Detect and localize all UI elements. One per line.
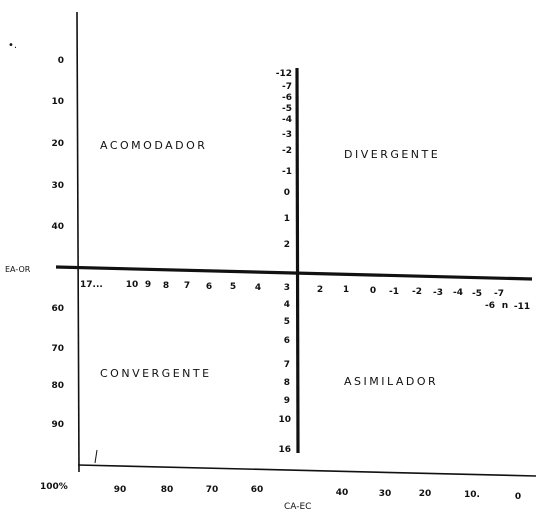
vertical-value: 3 — [284, 283, 290, 293]
vertical-value: -3 — [282, 130, 292, 140]
vertical-value: 4 — [284, 300, 290, 310]
bottom-tick: 10. — [464, 490, 480, 500]
bottom-tick: 70 — [206, 485, 219, 495]
corner-mark: •. — [8, 40, 17, 51]
vertical-value: 10 — [278, 415, 291, 425]
vertical-value: -12 — [276, 69, 292, 79]
horizontal-value: -1 — [389, 287, 399, 297]
vertical-value: 8 — [284, 378, 290, 388]
vertical-value: 16 — [278, 445, 291, 455]
left-tick: 80 — [51, 381, 64, 391]
left-tick: 90 — [51, 420, 64, 430]
bottom-axis-line — [77, 464, 537, 477]
horizontal-value: 2 — [317, 285, 323, 295]
bottom-tick: 0 — [515, 492, 521, 502]
quadrant-convergente: CONVERGENTE — [100, 367, 212, 380]
vertical-value: -4 — [282, 115, 292, 125]
left-tick: 0 — [58, 56, 64, 66]
horizontal-value: -4 — [453, 288, 463, 298]
left-axis-line — [76, 11, 80, 473]
vertical-value: -2 — [282, 146, 292, 156]
left-tick: 10 — [51, 97, 64, 107]
vertical-value: -7 — [282, 82, 292, 92]
bottom-tick: 60 — [251, 485, 264, 495]
left-tick: 30 — [51, 181, 64, 191]
horizontal-value: -7 — [494, 289, 504, 299]
vertical-value: -6 — [282, 93, 292, 103]
bottom-axis-label: CA-EC — [284, 502, 311, 512]
vertical-value: 2 — [284, 240, 290, 250]
left-tick: 20 — [51, 139, 64, 149]
quadrant-divergente: DIVERGENTE — [344, 148, 440, 161]
vertical-value: -5 — [282, 104, 292, 114]
bottom-tick: 30 — [379, 489, 392, 499]
horizontal-value: 10 — [126, 280, 139, 290]
horizontal-value: -5 — [472, 289, 482, 299]
vertical-value: 7 — [284, 360, 290, 370]
horizontal-center-line — [55, 265, 533, 281]
horizontal-value: -11 — [514, 302, 530, 312]
vertical-value: 6 — [284, 336, 290, 346]
bottom-tick: 80 — [161, 485, 174, 495]
horizontal-value: -3 — [433, 288, 443, 298]
horizontal-value: -6 — [485, 301, 495, 311]
horizontal-value: 0 — [370, 286, 376, 296]
horizontal-value: 6 — [206, 282, 212, 292]
bottom-tick: 100% — [40, 482, 68, 492]
left-tick: 60 — [51, 304, 64, 314]
vertical-value: 5 — [284, 317, 290, 327]
horizontal-value: 8 — [163, 281, 169, 291]
horizontal-value: 7 — [184, 281, 190, 291]
vertical-value: -1 — [282, 167, 292, 177]
bottom-tick: 90 — [114, 485, 127, 495]
horizontal-line-values: 17... 10 9 8 7 6 5 4 2 1 0 -1 -2 -3 -4 -… — [80, 280, 530, 312]
left-axis-label: EA-OR — [5, 265, 31, 274]
horizontal-value: -2 — [412, 287, 422, 297]
horizontal-value: 9 — [145, 280, 151, 290]
left-tick: 40 — [51, 222, 64, 232]
vertical-line-values: -12 -7 -6 -5 -4 -3 -2 -1 0 1 2 3 4 5 6 7… — [276, 69, 292, 455]
horizontal-value: n — [502, 301, 508, 311]
bottom-tick: 20 — [419, 489, 432, 499]
horizontal-value: 17... — [80, 280, 103, 290]
quadrant-acomodador: ACOMODADOR — [100, 139, 207, 152]
bottom-axis-ticks: 100% 90 80 70 60 40 30 20 10. 0 — [40, 482, 521, 502]
vertical-value: 9 — [284, 396, 290, 406]
hand-mark — [94, 449, 98, 464]
horizontal-value: 5 — [230, 282, 236, 292]
left-tick: 70 — [51, 344, 64, 354]
vertical-center-line — [295, 67, 300, 454]
quadrant-asimilador: ASIMILADOR — [344, 375, 438, 388]
bottom-tick: 40 — [336, 488, 349, 498]
horizontal-value: 4 — [255, 283, 261, 293]
horizontal-value: 1 — [343, 285, 349, 295]
vertical-value: 1 — [284, 214, 290, 224]
vertical-value: 0 — [284, 188, 290, 198]
left-axis-ticks: 0 10 20 30 40 60 70 80 90 — [51, 56, 64, 430]
